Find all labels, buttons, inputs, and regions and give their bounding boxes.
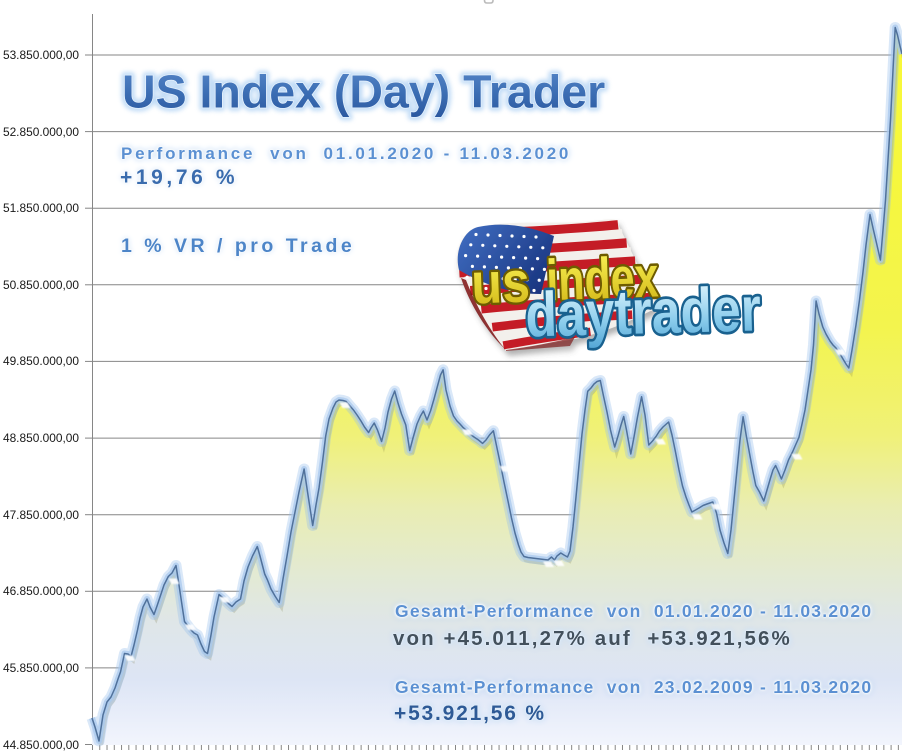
svg-text:US Index (Day) Trader: US Index (Day) Trader xyxy=(122,66,605,118)
svg-text:index: index xyxy=(545,244,659,313)
svg-text:daytrader: daytrader xyxy=(525,275,762,351)
svg-text:us: us xyxy=(470,250,531,316)
svg-text:US Index (Day) Trader: US Index (Day) Trader xyxy=(122,66,605,118)
